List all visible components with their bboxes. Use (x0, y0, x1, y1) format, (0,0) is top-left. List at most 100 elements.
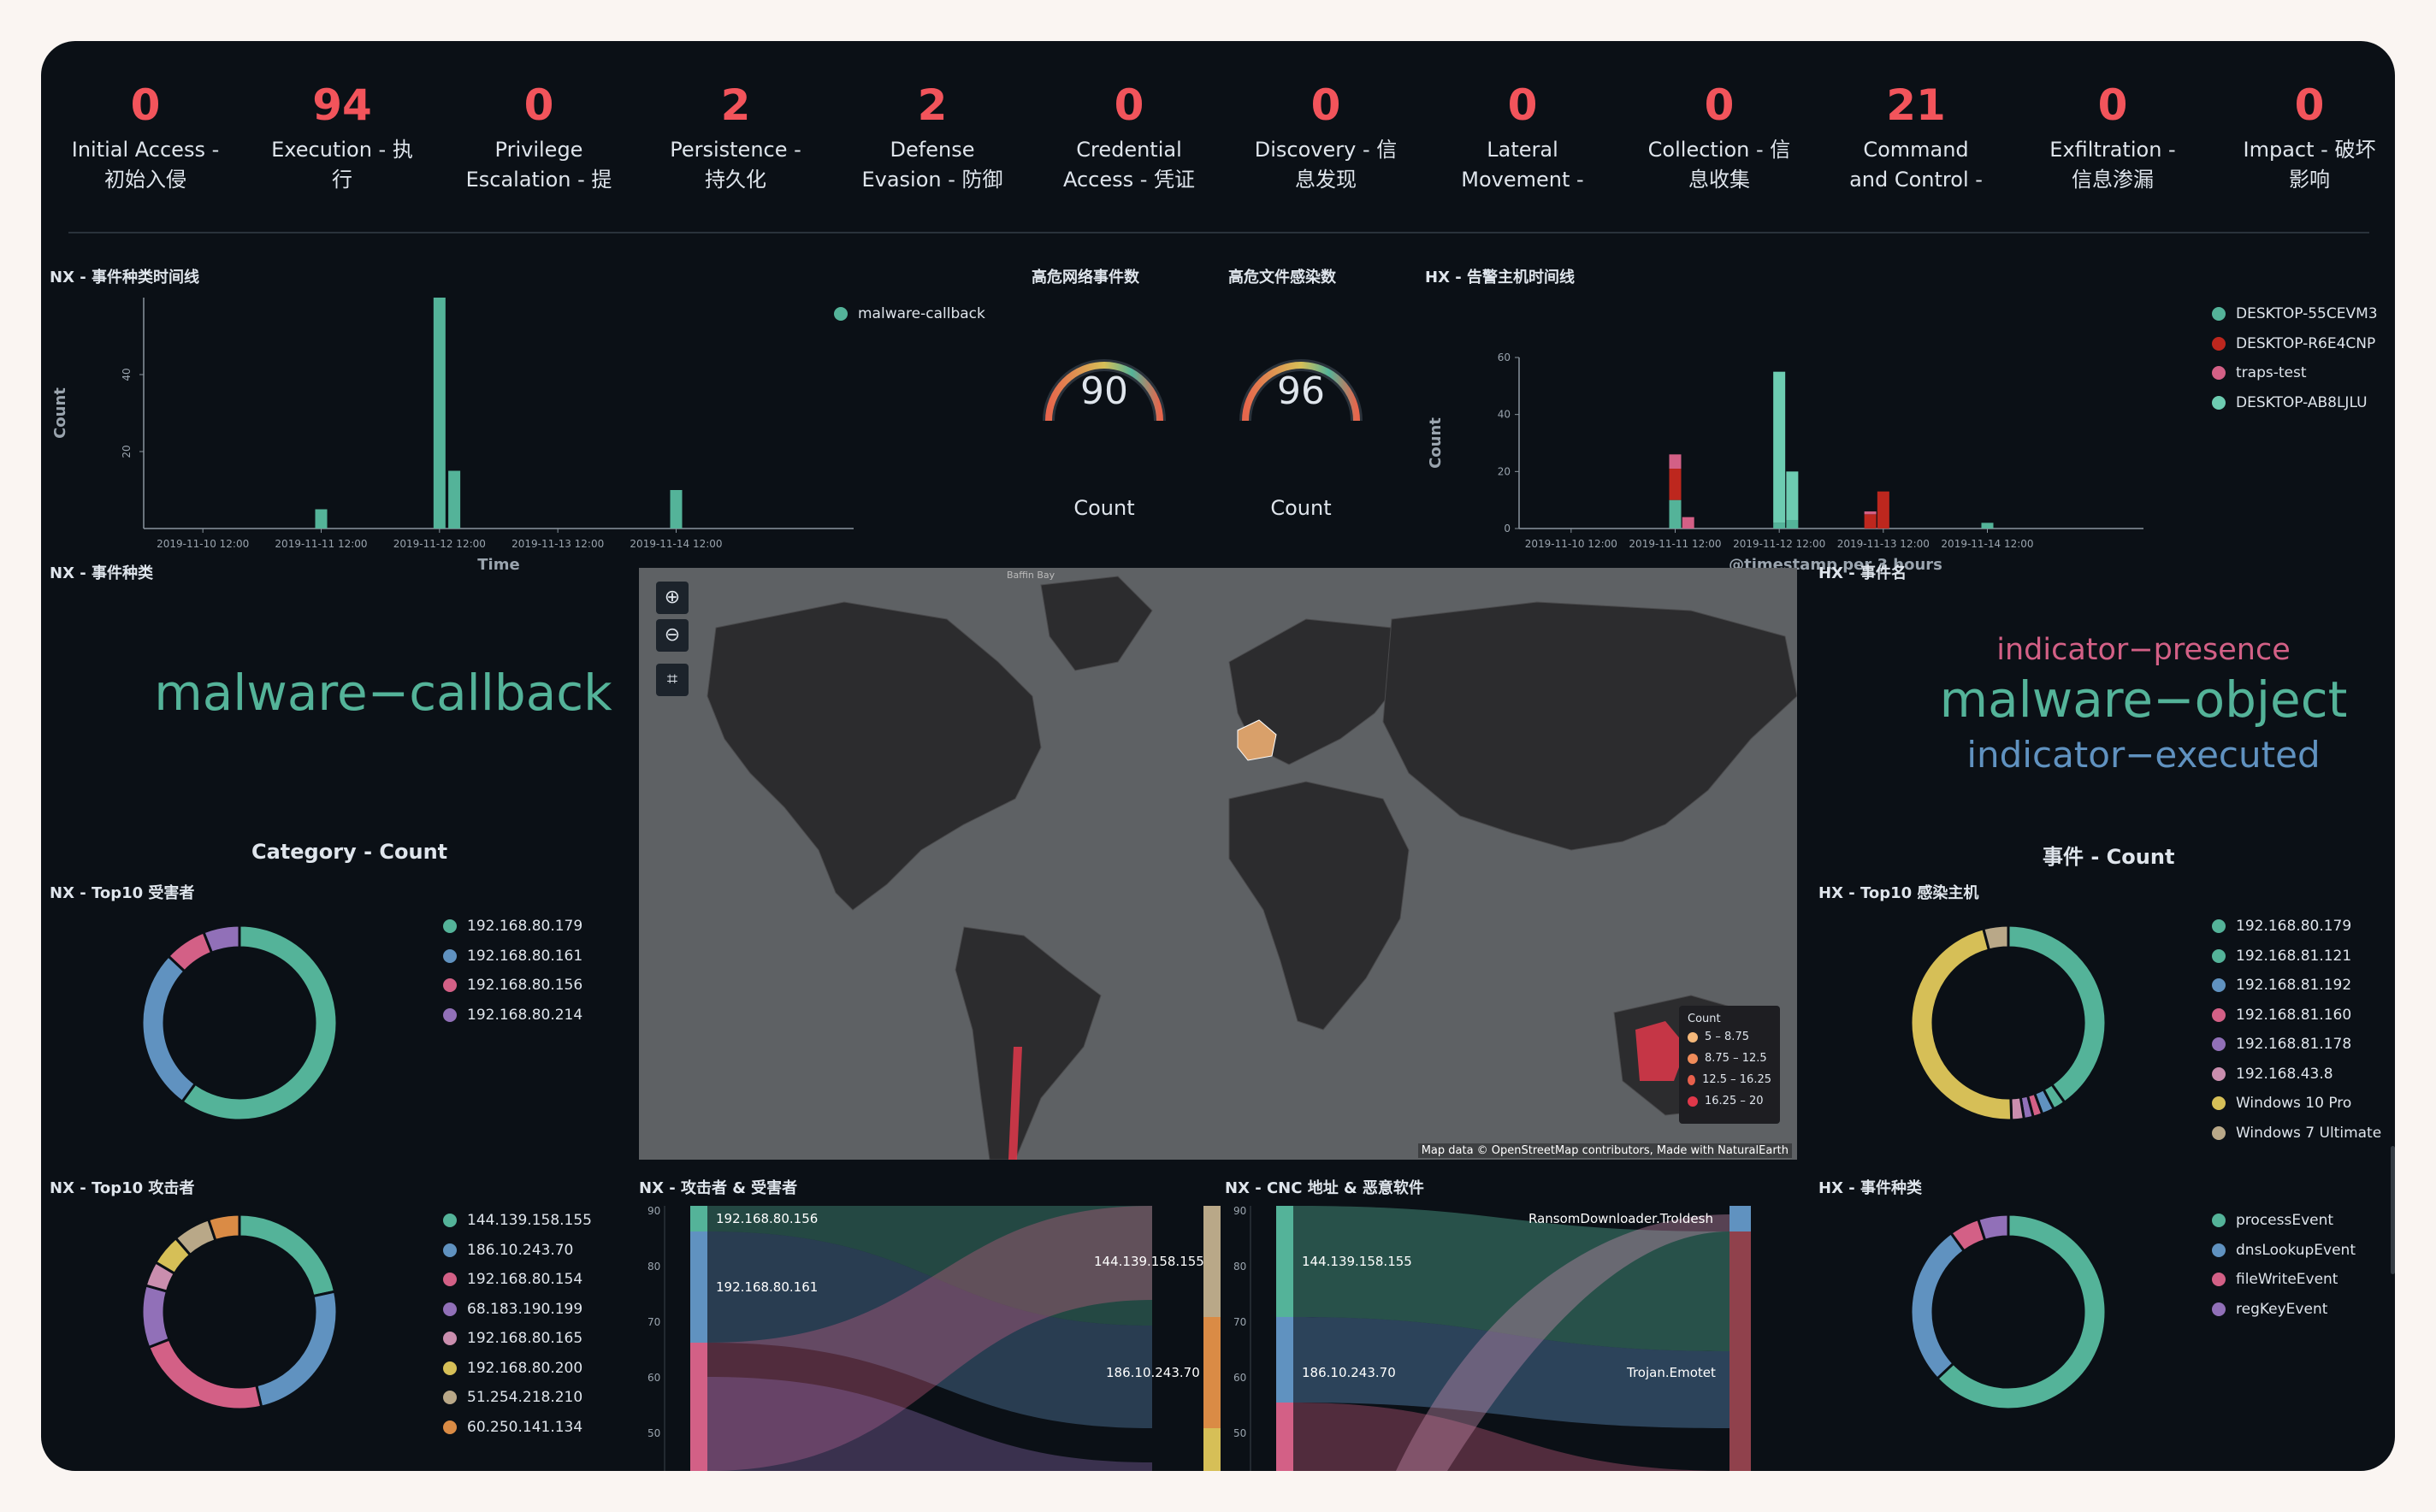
bar[interactable] (1786, 471, 1799, 520)
tactic-card[interactable]: 0 Impact - 破坏 影响 (2211, 75, 2395, 195)
donut-slice[interactable] (1981, 924, 2010, 952)
donut-slice[interactable] (206, 1213, 241, 1243)
bar[interactable] (1669, 454, 1682, 469)
legend-item[interactable]: 60.250.141.134 (443, 1413, 592, 1443)
donut-slice[interactable] (180, 924, 339, 1122)
word-malware-object[interactable]: malware−object (1939, 670, 2348, 729)
legend-item[interactable]: DESKTOP-55CEVM3 (2212, 299, 2378, 329)
legend-item[interactable]: 186.10.243.70 (443, 1236, 592, 1266)
donut-slice[interactable] (1909, 926, 2013, 1122)
legend-item[interactable]: fileWriteEvent (2212, 1265, 2356, 1295)
zoom-out-button[interactable]: ⊖ (656, 619, 689, 652)
bar[interactable] (1877, 491, 1889, 529)
zoom-in-button[interactable]: ⊕ (656, 582, 689, 614)
tactic-card[interactable]: 0 Collection - 信 息收集 (1621, 75, 1818, 195)
node-left[interactable] (1276, 1403, 1293, 1471)
donut-slice[interactable] (140, 1284, 171, 1350)
legend-item[interactable]: 144.139.158.155 (443, 1206, 592, 1236)
legend-item[interactable]: 192.168.80.161 (443, 942, 582, 972)
donut-slice[interactable] (202, 924, 241, 955)
donut-slice[interactable] (254, 1290, 339, 1409)
bar[interactable] (1773, 523, 1786, 529)
hx-eventtype-legend[interactable]: processEvent dnsLookupEvent fileWriteEvent… (2212, 1206, 2356, 1324)
node-right[interactable] (1203, 1317, 1221, 1428)
donut-slice[interactable] (1909, 1231, 1966, 1381)
donut-slice[interactable] (140, 954, 198, 1104)
donut-slice[interactable] (1976, 1213, 2010, 1243)
tactic-card[interactable]: 0 Initial Access - 初始入侵 (47, 75, 244, 195)
legend-item[interactable]: 192.168.81.178 (2212, 1030, 2381, 1060)
legend-item[interactable]: 68.183.190.199 (443, 1295, 592, 1325)
tactic-card[interactable]: 2 Defense Evasion - 防御 逃逸 (834, 75, 1031, 195)
chile-highlight[interactable] (1008, 1047, 1022, 1160)
legend-item[interactable]: traps-test (2212, 358, 2378, 388)
hx-hosts-legend[interactable]: 192.168.80.179 192.168.81.121 192.168.81.1… (2212, 912, 2381, 1148)
nx-attackers-donut[interactable] (137, 1209, 342, 1415)
hx-eventtype-donut[interactable] (1906, 1209, 2111, 1415)
node-left[interactable] (690, 1231, 707, 1343)
legend-item[interactable]: Windows 10 Pro (2212, 1089, 2381, 1119)
bar[interactable] (1669, 469, 1682, 500)
word-indicator-presence[interactable]: indicator−presence (1996, 633, 2291, 667)
legend-item[interactable]: 192.168.80.179 (443, 912, 582, 942)
tactic-card[interactable]: 0 Privilege Escalation - 提 权 (440, 75, 637, 195)
tactic-card[interactable]: 0 Discovery - 信 息发现 (1227, 75, 1424, 195)
legend-item[interactable]: 192.168.80.154 (443, 1265, 592, 1295)
legend-item[interactable]: 192.168.80.156 (443, 971, 582, 1001)
tactic-card[interactable]: 21 Command and Control - 命令控制 (1818, 75, 2014, 195)
donut-slice[interactable] (2009, 1096, 2026, 1122)
france-highlight[interactable] (1237, 719, 1277, 761)
tactic-card[interactable]: 0 Credential Access - 凭证 访问 (1031, 75, 1227, 195)
word-indicator-executed[interactable]: indicator−executed (1966, 734, 2321, 776)
hx-hosts-donut[interactable] (1906, 920, 2111, 1125)
hx-timeline-chart[interactable]: 2019-11-10 12:00 2019-11-11 12:00 2019-11-… (1425, 298, 2263, 580)
bar[interactable] (1864, 514, 1877, 529)
legend-item[interactable]: Windows 7 Ultimate (2212, 1119, 2381, 1149)
legend-item[interactable]: DESKTOP-R6E4CNP (2212, 329, 2378, 359)
tactic-card[interactable]: 94 Execution - 执 行 (244, 75, 440, 195)
legend-item[interactable]: 192.168.81.160 (2212, 1001, 2381, 1031)
legend-item[interactable]: 192.168.81.121 (2212, 942, 2381, 972)
nx-attackers-legend[interactable]: 144.139.158.155 186.10.243.70 192.168.80.1… (443, 1206, 592, 1442)
scrollbar[interactable] (2391, 1146, 2395, 1274)
australia-highlight[interactable] (1635, 1021, 1687, 1081)
node-left[interactable] (1276, 1206, 1293, 1317)
donut-slice[interactable] (146, 1338, 263, 1411)
donut-slice[interactable] (238, 1213, 337, 1298)
nx-timeline-chart[interactable]: 2019-11-10 12:00 2019-11-11 12:00 2019-11-… (50, 298, 854, 580)
crop-button[interactable]: ⌗ (656, 664, 689, 696)
tactic-card[interactable]: 0 Exfiltration - 信息渗漏 (2014, 75, 2211, 195)
legend-item[interactable]: processEvent (2212, 1206, 2356, 1236)
legend-item[interactable]: dnsLookupEvent (2212, 1236, 2356, 1266)
node-right[interactable] (1729, 1231, 1751, 1471)
node-right[interactable] (1203, 1428, 1221, 1471)
nx-victims-donut[interactable] (137, 920, 342, 1125)
nx-victims-legend[interactable]: 192.168.80.179 192.168.80.161 192.168.80.1… (443, 912, 582, 1030)
bar[interactable] (315, 509, 328, 529)
legend-item[interactable]: 192.168.80.214 (443, 1001, 582, 1031)
bar[interactable] (1981, 523, 1994, 529)
legend-item[interactable]: 51.254.218.210 (443, 1383, 592, 1413)
bar[interactable] (1682, 517, 1694, 529)
node-left[interactable] (690, 1343, 707, 1471)
bar[interactable] (1773, 371, 1786, 523)
tactic-card[interactable]: 0 Lateral Movement - 横向移动 (1424, 75, 1621, 195)
node-left[interactable] (690, 1206, 707, 1231)
tactic-card[interactable]: 2 Persistence - 持久化 (637, 75, 834, 195)
donut-slice[interactable] (2007, 924, 2108, 1105)
bar[interactable] (1669, 499, 1682, 529)
bar[interactable] (1786, 520, 1799, 529)
bar[interactable] (433, 298, 446, 529)
legend-item[interactable]: regKeyEvent (2212, 1295, 2356, 1325)
word-malware-callback[interactable]: malware−callback (154, 664, 612, 722)
sankey-av-chart[interactable]: 90 80 70 60 50 192.168.80.156 192.168.80… (639, 1206, 1221, 1471)
bar[interactable] (670, 490, 683, 529)
map-canvas[interactable] (639, 568, 1797, 1160)
hx-timeline-legend[interactable]: DESKTOP-55CEVM3 DESKTOP-R6E4CNP traps-test… (2212, 299, 2378, 417)
sankey-cnc-chart[interactable]: 90 80 70 60 50 144.139.158.155 186.10.24… (1225, 1206, 1798, 1471)
node-right[interactable] (1729, 1206, 1751, 1231)
legend-item[interactable]: 192.168.80.200 (443, 1354, 592, 1384)
legend-item[interactable]: 192.168.80.165 (443, 1324, 592, 1354)
node-right[interactable] (1203, 1206, 1221, 1317)
bar[interactable] (1864, 511, 1877, 515)
